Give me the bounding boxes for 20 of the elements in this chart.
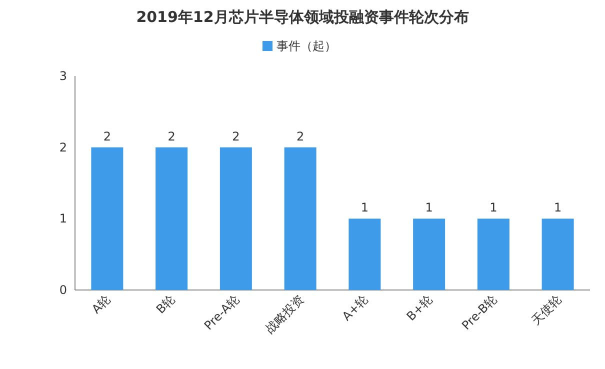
data-label: 1 — [360, 200, 369, 215]
data-label: 1 — [554, 200, 562, 215]
data-label: 2 — [296, 129, 304, 144]
x-tick-label: A+轮 — [340, 292, 371, 324]
data-label: 1 — [425, 200, 433, 215]
data-label: 2 — [103, 129, 112, 144]
y-tick-label: 2 — [59, 140, 67, 154]
y-tick-label: 1 — [59, 212, 67, 226]
chart-title: 2019年12月芯片半导体领域投融资事件轮次分布 — [136, 8, 469, 26]
y-tick-label: 3 — [59, 69, 67, 83]
data-label: 1 — [490, 200, 498, 215]
x-tick-label: A轮 — [89, 292, 114, 316]
data-label: 2 — [232, 129, 240, 144]
x-tick-label: 天使轮 — [528, 292, 564, 328]
data-label: 2 — [168, 129, 176, 144]
x-tick-label: B轮 — [153, 292, 178, 316]
y-tick-label: 0 — [59, 283, 67, 297]
x-tick-label: B+轮 — [404, 292, 436, 324]
legend-label: 事件（起） — [276, 39, 336, 53]
x-tick-label: 战略投资 — [262, 292, 306, 336]
